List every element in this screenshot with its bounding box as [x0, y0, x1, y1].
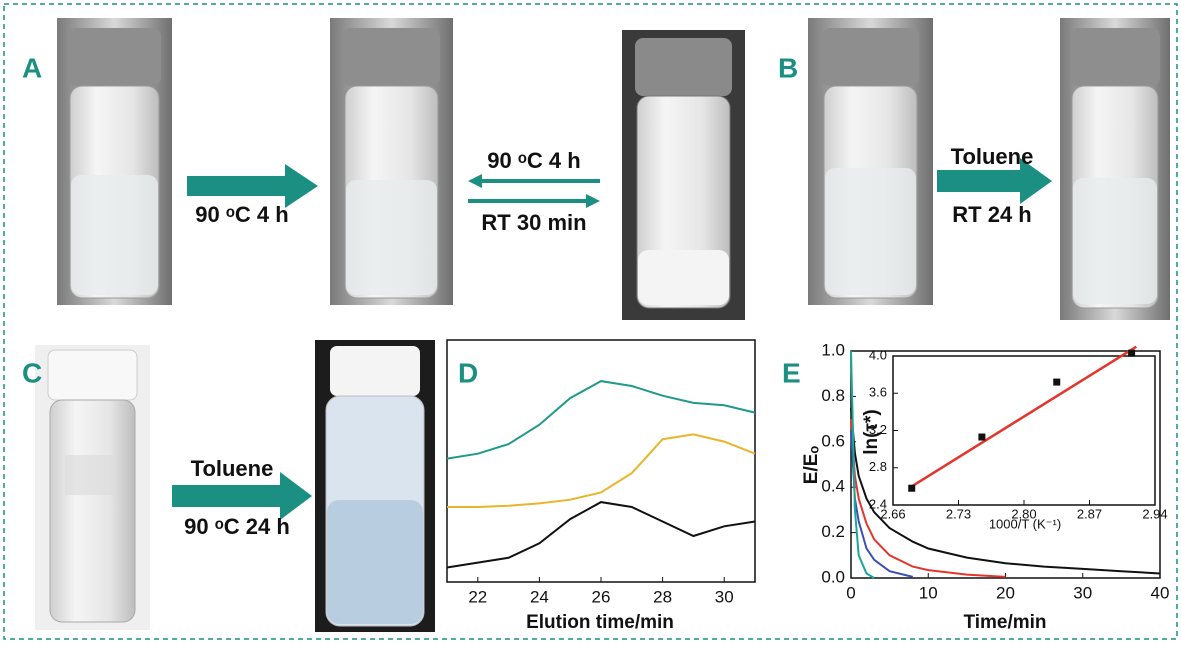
photo — [1060, 18, 1170, 320]
x-tick-label: 30 — [715, 587, 734, 606]
x-tick-label: 2.66 — [880, 506, 905, 521]
panel-label: E — [782, 357, 801, 388]
x-axis-title: 1000/T (K⁻¹) — [989, 516, 1061, 531]
data-line — [850, 419, 1006, 578]
data-point — [1128, 349, 1136, 357]
photo — [57, 18, 172, 305]
arrow-label: 90 ᵒC 4 h — [195, 202, 288, 227]
y-tick-label: 2.4 — [869, 496, 887, 511]
arrow-label: 90 ᵒC 24 h — [184, 514, 290, 539]
arrow — [172, 158, 1052, 520]
y-tick-label: 0.0 — [821, 567, 845, 586]
x-tick-label: 22 — [468, 587, 487, 606]
x-tick-label: 30 — [1073, 583, 1092, 602]
panel-label: A — [22, 52, 42, 83]
data-point — [1053, 378, 1061, 386]
arrow-label: 90 ᵒC 4 h — [487, 148, 580, 173]
y-tick-label: 0.6 — [821, 431, 845, 450]
x-axis-title: Elution time/min — [526, 612, 674, 633]
x-tick-label: 10 — [919, 583, 938, 602]
data-line — [446, 380, 756, 460]
panel-label: C — [22, 357, 42, 388]
y-tick-label: 0.4 — [821, 477, 845, 496]
panel-label: D — [458, 357, 478, 388]
x-axis-title: Time/min — [963, 612, 1046, 633]
x-tick-label: 24 — [530, 587, 549, 606]
y-tick-label: 2.8 — [869, 459, 887, 474]
arrow-label: Toluene — [191, 456, 274, 481]
y-axis-title: ln(τ*) — [861, 409, 882, 454]
y-tick-label: 1.0 — [821, 340, 845, 359]
x-tick-label: 2.73 — [946, 506, 971, 521]
arrow-label: RT 30 min — [481, 210, 586, 235]
data-point — [978, 433, 986, 441]
y-tick-label: 3.2 — [869, 422, 887, 437]
fit-line — [911, 345, 1137, 488]
x-tick-label: 20 — [996, 583, 1015, 602]
border — [3, 3, 1178, 640]
x-tick-label: 2.80 — [1011, 506, 1036, 521]
data-point — [908, 484, 916, 492]
photo — [315, 340, 435, 632]
y-axis-title: E/Eₒ — [801, 446, 822, 485]
arrow-label: RT 24 h — [952, 202, 1031, 227]
y-tick-label: 4.0 — [869, 347, 887, 362]
x-tick-label: 26 — [592, 587, 611, 606]
y-tick-label: 0.8 — [821, 386, 845, 405]
data-line — [850, 350, 875, 579]
data-line — [446, 501, 756, 569]
x-tick-label: 40 — [1151, 583, 1170, 602]
plot-frame — [446, 339, 756, 583]
photo — [35, 345, 150, 630]
inset-bg — [893, 356, 1155, 505]
panel-label: B — [778, 52, 798, 83]
data-line — [447, 433, 756, 508]
x-tick-label: 2.87 — [1077, 506, 1102, 521]
photo — [330, 18, 453, 305]
photo — [622, 30, 745, 320]
y-tick-label: 3.6 — [869, 385, 887, 400]
x-tick-label: 2.94 — [1142, 506, 1167, 521]
x-tick-label: 28 — [653, 587, 672, 606]
arrow-label: Toluene — [951, 144, 1034, 169]
photo — [808, 18, 933, 305]
x-tick-label: 0 — [846, 583, 855, 602]
y-tick-label: 0.2 — [821, 522, 845, 541]
data-line — [850, 407, 1161, 575]
